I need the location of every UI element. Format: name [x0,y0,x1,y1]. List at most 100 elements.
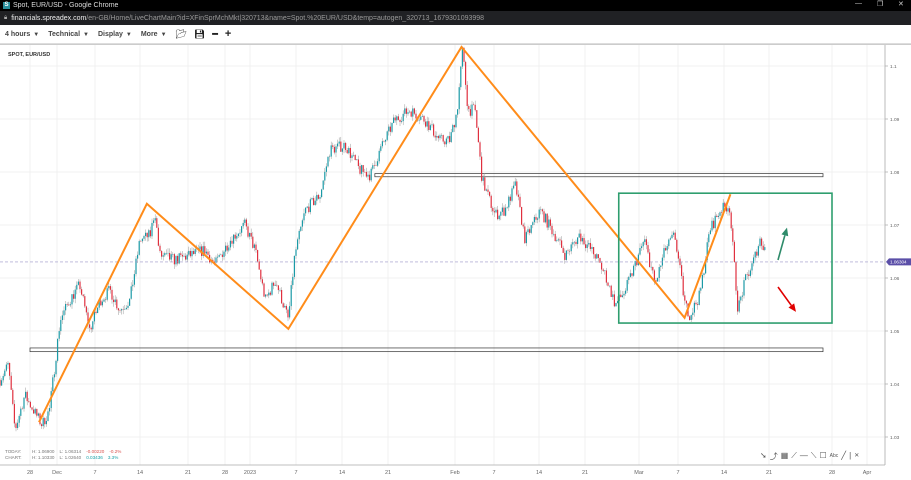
fan-icon[interactable]: ⟋ [791,451,797,460]
candle [77,281,79,285]
stats-label: CHART: [5,455,22,460]
zoom-out-icon[interactable]: ━ [212,28,218,39]
today-change: -0.00220 [86,449,105,454]
candle [345,142,347,151]
x-tick-label: 7 [676,470,679,476]
arrow-icon[interactable]: ➘ [760,451,767,460]
candle [541,209,543,212]
candle [466,84,468,107]
candle [137,254,139,259]
candle [749,270,751,276]
curve-icon[interactable]: ⤴ [769,452,778,461]
trend-line-icon[interactable]: ⟍ [810,451,817,460]
price-chart[interactable]: 1.06304 28 Dec 7 14 21 28 2023 7 14 21 Feb 7 14 21 Mar… [0,44,911,480]
candle [1,380,3,386]
arrow-up-icon [781,227,789,237]
candle [591,247,593,249]
candle [335,146,337,153]
interval-menu[interactable]: 4 hours ▼ [5,31,39,38]
candle [372,165,374,169]
candle [276,284,278,286]
zoom-in-icon[interactable]: + [224,28,232,40]
candle [762,245,764,250]
candle [61,315,63,321]
minimize-button[interactable]: — [855,0,862,7]
candle [329,156,331,158]
candle [522,224,524,227]
candle [535,216,537,220]
candle [605,270,607,283]
line-icon[interactable]: ╱ [841,451,847,460]
favicon-icon: S [3,2,10,9]
candle [500,211,502,216]
candle [113,299,115,303]
rectangle-icon[interactable]: ☐ [819,451,827,460]
candle [357,159,359,167]
candle [292,276,294,286]
text-icon[interactable]: Abc [829,453,839,459]
candle [308,206,310,213]
candle [324,171,326,181]
candle [207,251,209,255]
candle [621,295,623,298]
candle [402,113,404,122]
candle [572,242,574,245]
candle [673,232,675,235]
candle [293,255,295,277]
candle [757,246,759,256]
table-icon[interactable]: ▦ [780,451,789,460]
address-bar[interactable]: 🔒︎ financials.spreadex.com/en-GB/Home/Li… [0,11,911,25]
candle [98,300,100,308]
candle [37,413,39,416]
candle [612,294,614,297]
candle [74,289,76,299]
display-menu[interactable]: Display ▼ [98,31,132,38]
candle [47,411,49,422]
chart-pct: 3.3% [107,455,119,460]
technical-menu[interactable]: Technical ▼ [48,31,89,38]
candle [658,267,660,278]
horizontal-line-icon[interactable]: — [799,451,808,460]
candle [404,108,406,114]
drawing-tools: ➘ ⤴ ▦ ⟋ — ⟍ ☐ Abc ╱ | ✕ [760,451,859,462]
candle [418,119,420,121]
maximize-button[interactable]: ❐ [877,1,884,8]
candle [95,311,97,314]
candle [41,424,43,427]
candle [452,125,454,133]
y-tick-label: 1.03 [890,435,900,441]
candle [143,236,145,239]
candle [423,115,425,122]
candle [660,265,662,268]
candle [161,251,163,257]
close-window-button[interactable]: ✕ [898,1,904,8]
candle [761,238,763,246]
candle [521,206,523,225]
candle [429,125,431,131]
candle [241,226,243,233]
more-menu[interactable]: More ▼ [141,31,167,38]
candle [244,219,246,223]
candle [674,232,676,240]
candle [719,212,721,216]
candle [138,241,140,255]
candle [602,269,604,271]
candle [66,303,68,305]
candle [620,294,622,298]
folder-open-icon[interactable]: 📂︎ [175,28,187,39]
candle [551,225,553,235]
candle [559,239,561,241]
close-icon[interactable]: ✕ [854,453,860,459]
candle [164,253,166,256]
candle [436,136,438,138]
y-tick-label: 1.05 [890,329,900,335]
candle [661,257,663,266]
candle [45,421,47,425]
candle [257,250,259,262]
save-icon[interactable]: 💾︎ [193,28,206,39]
candle [116,299,118,309]
candle [172,254,174,255]
candle [509,196,511,201]
candle [445,138,447,145]
arrow-down-shaft [777,286,792,306]
